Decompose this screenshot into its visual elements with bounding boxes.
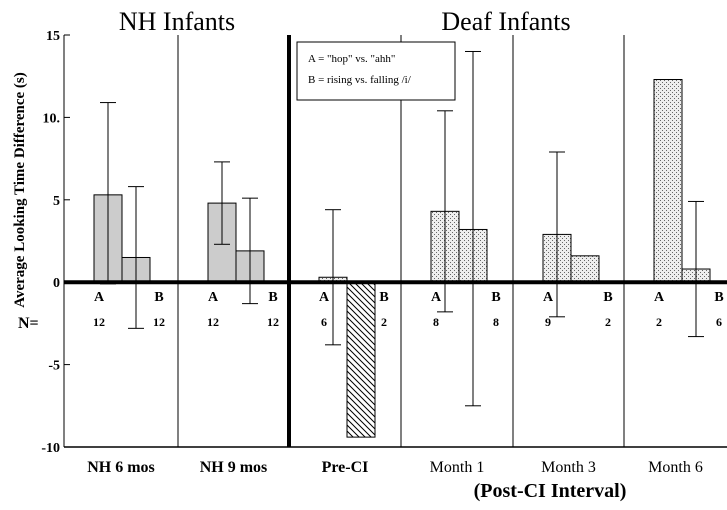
n-label: N= bbox=[18, 315, 39, 332]
panel-label: Month 6 bbox=[648, 459, 703, 476]
panel-label: NH 6 mos bbox=[87, 459, 155, 476]
legend-box bbox=[296, 41, 456, 101]
condition-label: B bbox=[154, 290, 163, 305]
legend: A = "hop" vs. "ahh" B = rising vs. falli… bbox=[296, 41, 456, 101]
y-tick-label: -10 bbox=[41, 441, 60, 456]
n-value: 8 bbox=[493, 315, 499, 329]
n-value: 6 bbox=[716, 315, 722, 329]
n-value: 2 bbox=[605, 315, 611, 329]
condition-label: B bbox=[379, 290, 388, 305]
y-tick-label: 10. bbox=[43, 111, 61, 126]
n-value: 12 bbox=[267, 315, 279, 329]
n-value: 2 bbox=[656, 315, 662, 329]
group-title-nh: NH Infants bbox=[119, 7, 235, 36]
bar bbox=[570, 255, 600, 283]
n-value: 12 bbox=[207, 315, 219, 329]
n-value: 6 bbox=[321, 315, 327, 329]
bar bbox=[653, 78, 683, 283]
y-tick-label: -5 bbox=[48, 359, 60, 374]
condition-label: B bbox=[603, 290, 612, 305]
panel-label: NH 9 mos bbox=[200, 459, 268, 476]
condition-label: A bbox=[319, 290, 330, 305]
y-tick-label: 15 bbox=[46, 29, 60, 44]
condition-label: A bbox=[94, 290, 105, 305]
legend-entry-a: A = "hop" vs. "ahh" bbox=[308, 53, 395, 65]
n-value: 2 bbox=[381, 315, 387, 329]
y-tick-label: 0 bbox=[53, 276, 60, 291]
condition-label: B bbox=[714, 290, 723, 305]
condition-label: A bbox=[208, 290, 219, 305]
panel-label: Month 3 bbox=[541, 459, 596, 476]
condition-label: A bbox=[431, 290, 442, 305]
group-title-deaf: Deaf Infants bbox=[441, 7, 570, 36]
condition-label: B bbox=[268, 290, 277, 305]
bar bbox=[346, 281, 376, 438]
y-tick-label: 5 bbox=[53, 194, 60, 209]
n-value: 12 bbox=[153, 315, 165, 329]
condition-label: A bbox=[654, 290, 665, 305]
panel-label: Pre-CI bbox=[322, 459, 369, 476]
n-value: 12 bbox=[93, 315, 105, 329]
condition-label: A bbox=[543, 290, 554, 305]
condition-label: B bbox=[491, 290, 500, 305]
x-axis-subtitle: (Post-CI Interval) bbox=[474, 480, 627, 502]
panel-label: Month 1 bbox=[430, 459, 485, 476]
y-axis-label: Average Looking Time Difference (s) bbox=[12, 72, 28, 308]
n-value: 8 bbox=[433, 315, 439, 329]
n-value: 9 bbox=[545, 315, 551, 329]
legend-entry-b: B = rising vs. falling /i/ bbox=[308, 74, 412, 86]
plot-area: 15 10. 5 0 -5 -10 A 12 B 12 NH 6 mos A 12 B 12 NH 9 mos… bbox=[18, 29, 727, 476]
